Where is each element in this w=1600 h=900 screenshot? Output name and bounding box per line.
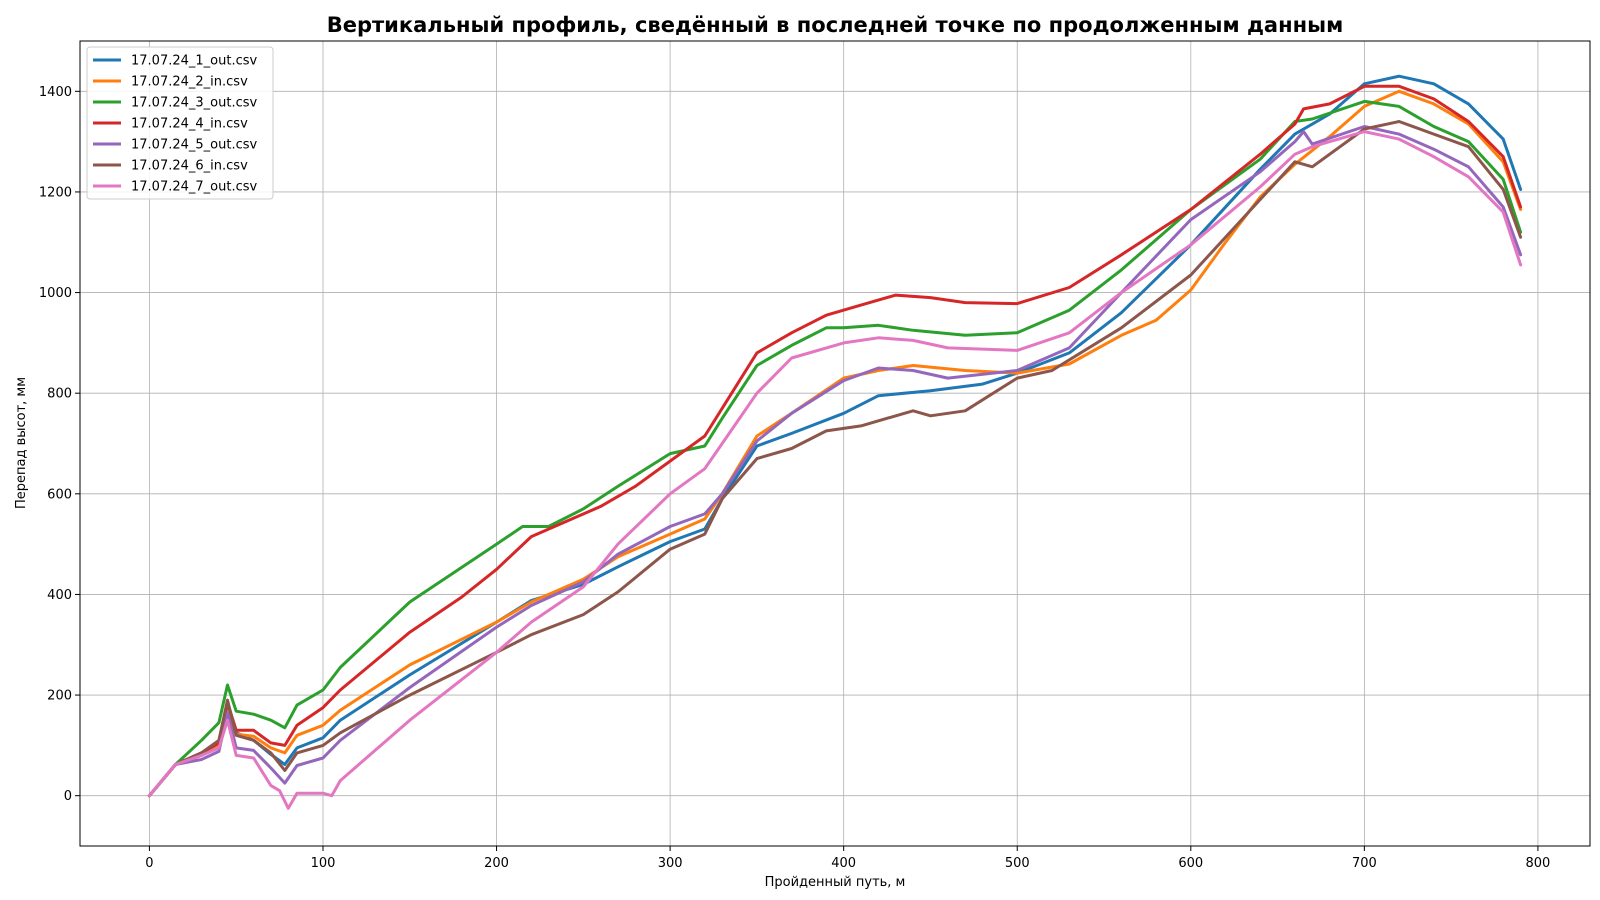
x-tick-label: 500 <box>1005 856 1030 871</box>
legend-label: 17.07.24_1_out.csv <box>131 54 258 69</box>
legend-box <box>86 46 274 200</box>
x-tick-label: 300 <box>658 856 683 871</box>
chart-title: Вертикальный профиль, сведённый в послед… <box>327 13 1344 37</box>
legend: 17.07.24_1_out.csv 17.07.24_2_in.csv 17.07… <box>86 46 274 200</box>
x-tick-label: 600 <box>1178 856 1203 871</box>
x-tick-label: 0 <box>145 856 153 871</box>
y-tick-label: 1400 <box>39 85 72 100</box>
legend-label: 17.07.24_7_out.csv <box>131 180 258 195</box>
series-line-7 <box>147 130 1523 810</box>
legend-label: 17.07.24_4_in.csv <box>131 117 248 132</box>
legend-label: 17.07.24_5_out.csv <box>131 138 258 153</box>
series-line-2 <box>147 89 1523 798</box>
series-line-1 <box>147 74 1523 798</box>
x-axis-label: Пройденный путь, м <box>765 875 906 890</box>
x-tick-label: 100 <box>311 856 336 871</box>
series-line-3 <box>147 99 1523 798</box>
y-tick-label: 800 <box>47 387 72 402</box>
y-tick-label: 1000 <box>39 286 72 301</box>
legend-label: 17.07.24_3_out.csv <box>131 96 258 111</box>
series-line-5 <box>147 125 1523 798</box>
x-tick-label: 800 <box>1526 856 1551 871</box>
plot-frame <box>79 40 1591 847</box>
y-axis-label: Перепад высот, мм <box>14 377 29 509</box>
legend-label: 17.07.24_6_in.csv <box>131 159 248 174</box>
grid-layer <box>80 41 1590 846</box>
y-tick-label: 1200 <box>39 185 72 200</box>
legend-label: 17.07.24_2_in.csv <box>131 75 248 90</box>
x-tick-label: 700 <box>1352 856 1377 871</box>
ticks-layer: 0 100 200 300 400 500 600 700 800 0 200 400 600 800 10… <box>39 85 1550 871</box>
y-tick-label: 600 <box>47 487 72 502</box>
y-tick-label: 400 <box>47 588 72 603</box>
x-tick-label: 400 <box>831 856 856 871</box>
y-tick-label: 200 <box>47 689 72 704</box>
y-tick-label: 0 <box>64 789 72 804</box>
series-layer <box>147 74 1523 810</box>
x-tick-label: 200 <box>484 856 509 871</box>
series-line-6 <box>147 120 1523 798</box>
series-line-4 <box>147 84 1523 798</box>
